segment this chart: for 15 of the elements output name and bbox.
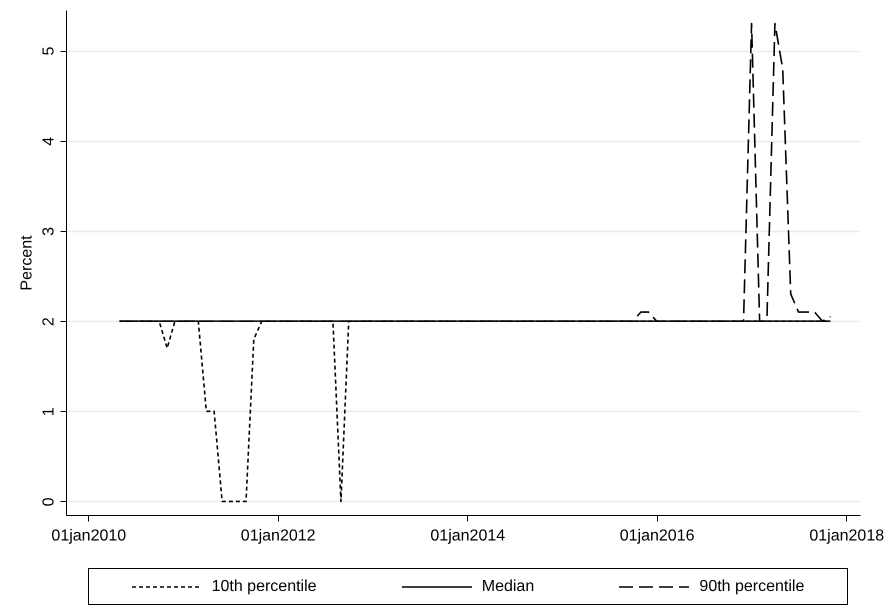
x-tick-label: 01jan2018 <box>809 528 884 544</box>
y-tick-label: 5 <box>40 46 58 56</box>
y-tick-label: 3 <box>40 226 58 236</box>
y-axis-title: Percent <box>18 234 36 291</box>
y-tick-label: 2 <box>40 317 58 326</box>
x-tick-label: 01jan2016 <box>620 528 695 544</box>
x-tick-label: 01jan2012 <box>240 528 316 544</box>
legend-label: 90th percentile <box>699 578 804 596</box>
y-tick-label: 0 <box>40 497 58 506</box>
y-tick-label: 4 <box>40 136 58 146</box>
legend-label: 10th percentile <box>212 578 317 596</box>
x-tick-label: 01jan2010 <box>51 528 126 544</box>
x-tick-label: 01jan2014 <box>430 528 506 544</box>
y-tick-label: 1 <box>40 407 58 416</box>
legend-label: Median <box>482 578 534 596</box>
